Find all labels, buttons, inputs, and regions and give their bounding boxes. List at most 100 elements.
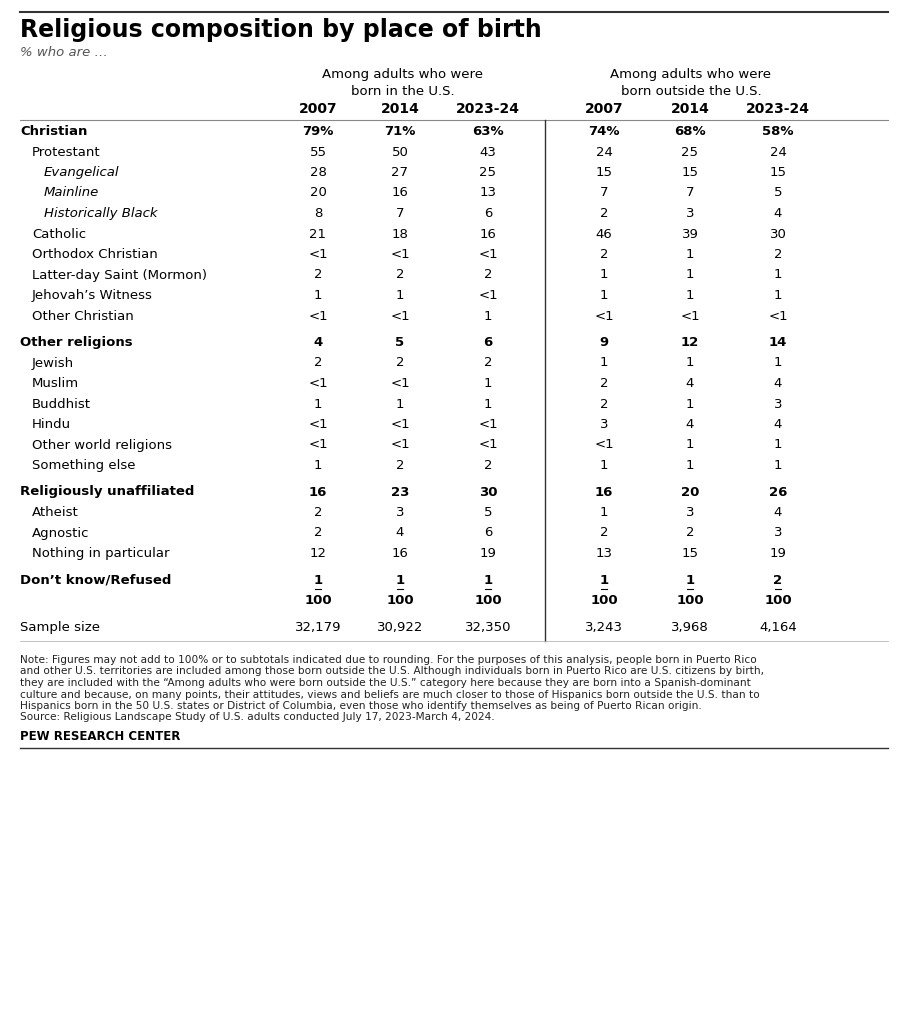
Text: 16: 16 xyxy=(479,227,497,240)
Text: 3: 3 xyxy=(686,207,695,220)
Text: 30: 30 xyxy=(770,227,786,240)
Text: 1: 1 xyxy=(314,398,322,410)
Text: 2: 2 xyxy=(600,398,608,410)
Text: 18: 18 xyxy=(391,227,409,240)
Text: Protestant: Protestant xyxy=(32,145,101,159)
Text: 16: 16 xyxy=(391,547,409,560)
Text: 3: 3 xyxy=(774,398,783,410)
Text: 4: 4 xyxy=(774,506,782,519)
Text: 6: 6 xyxy=(483,336,493,349)
Text: <1: <1 xyxy=(594,439,614,451)
Text: Nothing in particular: Nothing in particular xyxy=(32,547,170,560)
Text: 39: 39 xyxy=(682,227,698,240)
Text: 16: 16 xyxy=(309,486,327,498)
Text: 2: 2 xyxy=(484,356,492,369)
Text: 7: 7 xyxy=(686,186,695,199)
Text: Evangelical: Evangelical xyxy=(44,166,120,179)
Text: 2: 2 xyxy=(314,356,322,369)
Text: 1: 1 xyxy=(686,268,695,281)
Text: Religiously unaffiliated: Religiously unaffiliated xyxy=(20,486,194,498)
Text: 2: 2 xyxy=(314,527,322,539)
Text: 1: 1 xyxy=(774,268,783,281)
Text: <1: <1 xyxy=(479,418,498,431)
Text: <1: <1 xyxy=(308,439,328,451)
Text: 1: 1 xyxy=(314,290,322,302)
Text: Note: Figures may not add to 100% or to subtotals indicated due to rounding. For: Note: Figures may not add to 100% or to … xyxy=(20,655,756,665)
Text: Atheist: Atheist xyxy=(32,506,79,519)
Text: <1: <1 xyxy=(680,310,700,322)
Text: 1: 1 xyxy=(686,459,695,472)
Text: 5: 5 xyxy=(484,506,492,519)
Text: PEW RESEARCH CENTER: PEW RESEARCH CENTER xyxy=(20,730,181,743)
Text: Among adults who were
born outside the U.S.: Among adults who were born outside the U… xyxy=(610,68,772,98)
Text: 2: 2 xyxy=(314,268,322,281)
Text: <1: <1 xyxy=(308,248,328,261)
Text: 43: 43 xyxy=(479,145,497,159)
Text: 2007: 2007 xyxy=(299,102,337,116)
Text: 68%: 68% xyxy=(674,125,706,138)
Text: <1: <1 xyxy=(479,439,498,451)
Text: Historically Black: Historically Black xyxy=(44,207,157,220)
Text: 6: 6 xyxy=(484,207,492,220)
Text: Agnostic: Agnostic xyxy=(32,527,90,539)
Text: Religious composition by place of birth: Religious composition by place of birth xyxy=(20,18,542,42)
Text: 4: 4 xyxy=(686,377,695,390)
Text: Hispanics born in the 50 U.S. states or District of Columbia, even those who ide: Hispanics born in the 50 U.S. states or … xyxy=(20,701,702,711)
Text: 20: 20 xyxy=(681,486,699,498)
Text: 1: 1 xyxy=(686,290,695,302)
Text: 1: 1 xyxy=(599,574,608,586)
Text: <1: <1 xyxy=(308,377,328,390)
Text: 12: 12 xyxy=(310,547,327,560)
Text: 12: 12 xyxy=(681,336,699,349)
Text: 1: 1 xyxy=(600,290,608,302)
Text: 25: 25 xyxy=(479,166,497,179)
Text: 1: 1 xyxy=(396,398,404,410)
Text: Hindu: Hindu xyxy=(32,418,71,431)
Text: 3: 3 xyxy=(396,506,404,519)
Text: 63%: 63% xyxy=(472,125,504,138)
Text: 26: 26 xyxy=(769,486,787,498)
Text: Don’t know/Refused: Don’t know/Refused xyxy=(20,574,172,586)
Text: <1: <1 xyxy=(308,310,328,322)
Text: Jewish: Jewish xyxy=(32,356,74,369)
Text: Buddhist: Buddhist xyxy=(32,398,91,410)
Text: 19: 19 xyxy=(479,547,497,560)
Text: <1: <1 xyxy=(479,248,498,261)
Text: <1: <1 xyxy=(768,310,788,322)
Text: 2023-24: 2023-24 xyxy=(746,102,810,116)
Text: 32,179: 32,179 xyxy=(295,621,341,633)
Text: 2: 2 xyxy=(484,459,492,472)
Text: <1: <1 xyxy=(479,290,498,302)
Text: 4: 4 xyxy=(396,527,404,539)
Text: Other world religions: Other world religions xyxy=(32,439,172,451)
Text: 23: 23 xyxy=(390,486,410,498)
Text: 4: 4 xyxy=(686,418,695,431)
Text: 4: 4 xyxy=(774,207,782,220)
Text: 2: 2 xyxy=(484,268,492,281)
Text: <1: <1 xyxy=(390,439,410,451)
Text: 1: 1 xyxy=(396,290,404,302)
Text: 1: 1 xyxy=(600,268,608,281)
Text: 55: 55 xyxy=(310,145,327,159)
Text: <1: <1 xyxy=(390,248,410,261)
Text: 1: 1 xyxy=(600,506,608,519)
Text: 1: 1 xyxy=(600,356,608,369)
Text: 5: 5 xyxy=(396,336,405,349)
Text: 1: 1 xyxy=(314,459,322,472)
Text: 1: 1 xyxy=(484,377,492,390)
Text: 30,922: 30,922 xyxy=(377,621,423,633)
Text: 1: 1 xyxy=(686,248,695,261)
Text: 2: 2 xyxy=(774,574,783,586)
Text: 24: 24 xyxy=(770,145,786,159)
Text: 4,164: 4,164 xyxy=(759,621,797,633)
Text: 1: 1 xyxy=(483,574,492,586)
Text: 1: 1 xyxy=(313,574,322,586)
Text: 1: 1 xyxy=(774,439,783,451)
Text: they are included with the “Among adults who were born outside the U.S.” categor: they are included with the “Among adults… xyxy=(20,678,751,688)
Text: 3,968: 3,968 xyxy=(671,621,709,633)
Text: 16: 16 xyxy=(595,486,613,498)
Text: 13: 13 xyxy=(479,186,497,199)
Text: 2: 2 xyxy=(396,356,404,369)
Text: 7: 7 xyxy=(396,207,404,220)
Text: 2: 2 xyxy=(600,207,608,220)
